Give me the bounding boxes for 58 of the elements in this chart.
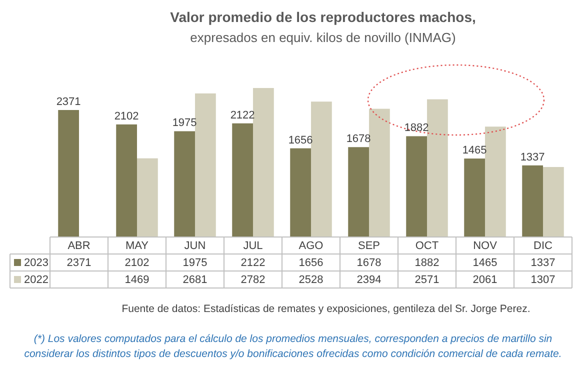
bar — [406, 136, 427, 237]
x-tick-label: JUN — [184, 240, 206, 252]
x-tick-label: OCT — [415, 240, 439, 252]
annotation: 1337 — [520, 151, 545, 164]
annotation: 1656 — [288, 134, 313, 146]
annotation: 2371 — [56, 96, 81, 108]
bar — [427, 99, 448, 237]
bar — [311, 102, 332, 237]
data-label: 1469 — [124, 274, 150, 286]
x-tick-label: NOV — [473, 240, 498, 252]
data-label: 2371 — [66, 257, 92, 269]
bar — [137, 158, 158, 237]
data-label: 1337 — [530, 257, 556, 269]
data-label: 2394 — [356, 274, 382, 286]
x-tick-label: SEP — [358, 240, 380, 252]
x-tick-label: MAY — [125, 240, 150, 252]
data-label: 1678 — [356, 257, 382, 269]
data-label: 2528 — [298, 274, 324, 286]
data-label: 1882 — [414, 257, 440, 269]
bar — [348, 147, 369, 237]
data-label: 2782 — [240, 274, 266, 286]
data-label: 2102 — [124, 257, 150, 269]
bar — [290, 148, 311, 237]
bar — [195, 93, 216, 237]
annotation: 2122 — [230, 109, 255, 122]
annotation: 1465 — [462, 144, 487, 157]
data-label: 1975 — [182, 257, 208, 269]
annotation: 1882 — [404, 122, 429, 134]
source-note: Fuente de datos: Estadísticas de remates y exposiciones, gentileza del Sr. Jorge Perez. — [122, 303, 530, 315]
annotation: 2102 — [114, 110, 139, 122]
bar — [485, 126, 506, 237]
x-tick-label: DIC — [534, 240, 553, 252]
bar — [464, 158, 485, 237]
chart-title: Valor promedio de los reproductores machos, — [170, 9, 476, 25]
x-tick-label: AGO — [298, 240, 324, 252]
bar — [522, 165, 543, 237]
data-label: 2681 — [182, 274, 208, 286]
data-label: 1307 — [530, 274, 556, 286]
data-label: 2571 — [414, 274, 440, 286]
legend-label: 2022 — [24, 274, 48, 286]
x-tick-label: ABR — [68, 240, 90, 252]
bar — [369, 108, 390, 237]
data-label: 2061 — [472, 274, 498, 286]
legend-label: 2023 — [24, 257, 48, 269]
bar — [174, 131, 195, 237]
bar — [232, 123, 253, 237]
bar — [253, 88, 274, 237]
chart-subtitle: expresados en equiv. kilos de novillo (INMAG) — [190, 30, 456, 45]
annotation: 1975 — [172, 117, 197, 130]
data-label: 1656 — [298, 257, 324, 269]
data-label: 1465 — [472, 257, 498, 269]
bar — [116, 124, 137, 237]
bar — [543, 167, 564, 237]
text: (*) Los valores computados para el cálculo de los promedios mensuales, corresponden a precios de martillo sin considerar los distintos tipos de descuentos y/o bonificaciones ofrecidas como condición comercial de cada remate. — [24, 333, 562, 360]
data-label: 2122 — [240, 257, 266, 269]
x-tick-label: JUL — [243, 240, 263, 252]
annotation: 1678 — [346, 133, 371, 146]
bar — [58, 110, 79, 237]
